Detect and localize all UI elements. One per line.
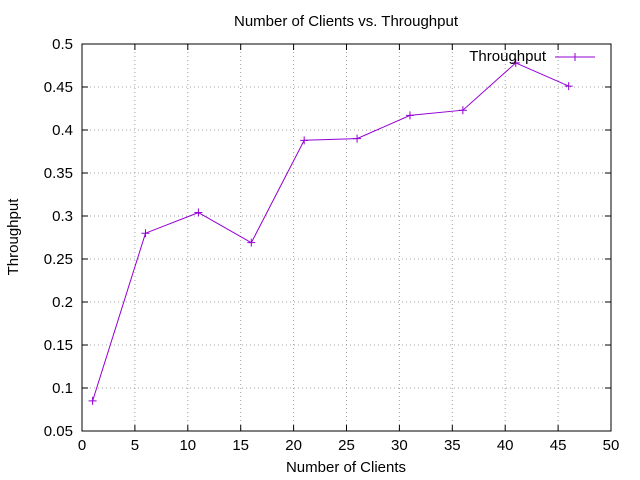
grid (82, 44, 611, 431)
data-point (88, 396, 97, 405)
data-point (141, 229, 150, 238)
y-tick-label: 0.35 (44, 165, 73, 182)
legend-label-throughput: Throughput (469, 48, 547, 65)
x-tick-label: 20 (285, 437, 302, 454)
x-tick-label: 15 (232, 437, 249, 454)
legend: Throughput (469, 48, 595, 65)
data-point (511, 58, 520, 67)
chart-title: Number of Clients vs. Throughput (234, 13, 459, 30)
x-axis: 0 5 10 15 20 25 30 35 40 45 50 (78, 44, 620, 454)
y-tick-label: 0.2 (52, 294, 73, 311)
data-point (564, 82, 573, 91)
y-tick-label: 0.1 (52, 380, 73, 397)
data-point (458, 106, 467, 115)
x-axis-label: Number of Clients (286, 459, 406, 476)
y-tick-label: 0.25 (44, 251, 73, 268)
y-tick-label: 0.5 (52, 36, 73, 53)
x-tick-label: 40 (497, 437, 514, 454)
x-tick-label: 50 (603, 437, 620, 454)
series-line-throughput (92, 62, 569, 402)
x-tick-label: 5 (131, 437, 139, 454)
data-point (247, 238, 256, 247)
data-point (194, 208, 203, 217)
y-axis-label: Throughput (5, 198, 22, 276)
legend-marker-throughput (571, 53, 579, 61)
data-point (300, 136, 309, 145)
x-tick-label: 0 (78, 437, 86, 454)
x-tick-label: 10 (179, 437, 196, 454)
y-tick-label: 0.3 (52, 208, 73, 225)
x-tick-label: 25 (338, 437, 355, 454)
x-tick-label: 30 (391, 437, 408, 454)
data-point (405, 111, 414, 120)
x-tick-label: 45 (550, 437, 567, 454)
y-tick-label: 0.4 (52, 122, 73, 139)
x-tick-label: 35 (444, 437, 461, 454)
y-axis: 0.05 0.1 0.15 0.2 0.25 0.3 0.35 0.4 0.45 0.5 (44, 36, 611, 440)
data-point (353, 134, 362, 143)
series-layer (88, 58, 573, 405)
y-tick-label: 0.05 (44, 423, 73, 440)
y-tick-label: 0.15 (44, 337, 73, 354)
y-tick-label: 0.45 (44, 79, 73, 96)
